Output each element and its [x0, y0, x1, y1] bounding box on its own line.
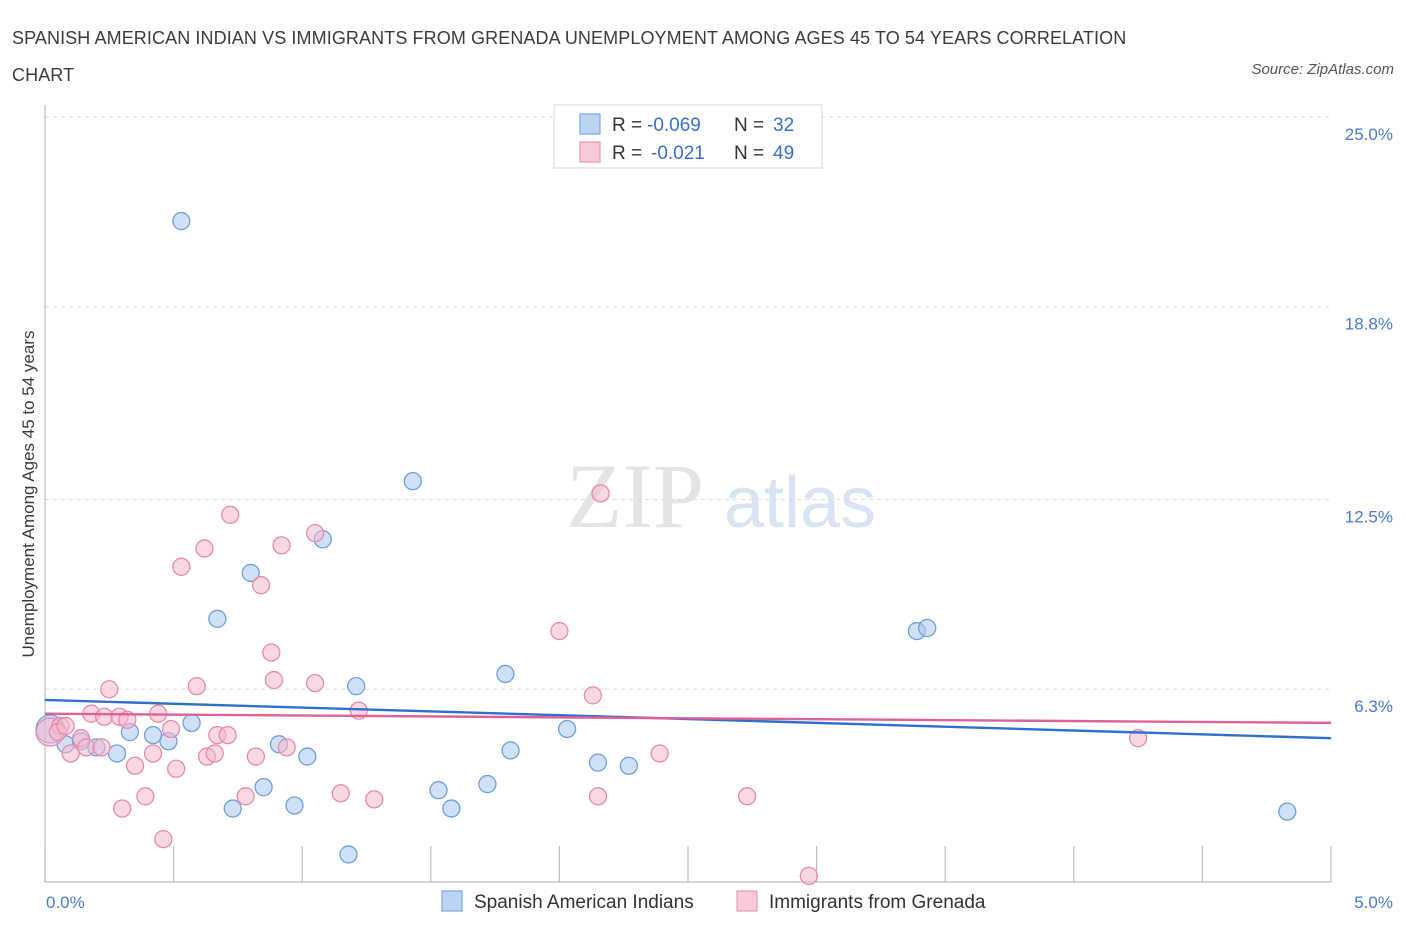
y-tick-label: 25.0% — [1345, 125, 1393, 144]
data-point — [588, 787, 608, 806]
data-point — [339, 845, 358, 864]
y-tick-label: 18.8% — [1345, 315, 1393, 334]
data-point — [221, 505, 240, 524]
data-point — [799, 866, 819, 886]
data-point — [264, 670, 284, 690]
watermark-atlas: atlas — [724, 463, 876, 543]
legend-r-label-2: R = — [612, 143, 642, 164]
data-point — [95, 707, 114, 726]
data-point — [136, 787, 155, 806]
data-point — [125, 756, 145, 775]
bottom-legend: Spanish American Indians Immigrants from… — [441, 890, 986, 913]
legend-n-label-1: N = — [734, 115, 764, 136]
gridlines — [45, 116, 1331, 690]
data-point — [182, 713, 201, 733]
data-point — [403, 471, 422, 491]
y-axis-label: Unemployment Among Ages 45 to 54 years — [19, 331, 38, 658]
data-point — [205, 744, 224, 763]
bottom-legend-swatch-pink — [736, 890, 758, 912]
data-point — [557, 719, 577, 739]
data-point — [236, 787, 255, 806]
data-point — [107, 744, 127, 763]
series-immigrants-from-grenada — [35, 484, 1148, 886]
top-legend: R = -0.069 N = 32 R = -0.021 N = 49 — [553, 104, 823, 169]
data-point — [262, 643, 281, 662]
data-point — [305, 524, 325, 543]
data-point — [272, 536, 291, 555]
y-tick-label: 6.3% — [1354, 697, 1393, 716]
data-point — [591, 484, 610, 503]
data-point — [154, 830, 173, 849]
data-point — [167, 759, 186, 778]
data-point — [208, 609, 227, 628]
data-point — [918, 618, 937, 638]
legend-n-value-2: 49 — [773, 143, 794, 164]
chart-source: Source: ZipAtlas.com — [1251, 61, 1394, 78]
data-point — [254, 777, 273, 797]
data-point — [113, 799, 132, 818]
data-point — [187, 677, 206, 696]
data-point — [172, 557, 191, 576]
legend-swatch-pink — [579, 141, 601, 163]
axes — [44, 105, 1332, 883]
data-point — [650, 744, 669, 763]
data-point — [619, 756, 638, 775]
data-point — [223, 799, 242, 818]
data-point — [277, 738, 296, 757]
chart-title: SPANISH AMERICAN INDIAN VS IMMIGRANTS FR… — [12, 28, 1127, 85]
data-point — [501, 741, 520, 760]
data-point — [738, 787, 757, 806]
data-point — [1128, 729, 1148, 748]
data-point — [143, 744, 163, 763]
legend-r-label-1: R = — [612, 115, 642, 136]
bottom-legend-label-pink: Immigrants from Grenada — [769, 892, 986, 913]
data-point — [100, 680, 119, 699]
data-point — [241, 563, 260, 583]
data-point — [285, 796, 304, 815]
data-point — [496, 664, 515, 684]
data-point — [61, 744, 80, 763]
data-point — [365, 790, 384, 809]
data-point — [92, 738, 111, 757]
data-point — [331, 784, 350, 803]
legend-n-label-2: N = — [734, 143, 764, 164]
data-point — [347, 677, 366, 696]
legend-n-value-1: 32 — [773, 115, 794, 136]
legend-swatch-blue — [579, 113, 601, 135]
data-point — [550, 621, 569, 641]
data-point — [442, 799, 461, 818]
data-point — [298, 747, 317, 766]
watermark-zip: ZIP — [566, 445, 704, 547]
data-point — [161, 719, 181, 739]
data-point — [246, 747, 266, 766]
data-point — [77, 738, 96, 757]
data-point — [56, 716, 75, 736]
data-point — [478, 774, 497, 794]
y-tick-label: 12.5% — [1345, 508, 1393, 527]
legend-r-value-1: -0.069 — [647, 115, 701, 136]
data-point — [305, 673, 325, 693]
tick-labels: 6.3% 12.5% 18.8% 25.0% 0.0% 5.0% — [46, 125, 1393, 912]
data-point — [588, 753, 608, 772]
bottom-legend-swatch-blue — [441, 890, 463, 912]
data-point — [218, 725, 237, 745]
bottom-legend-label-blue: Spanish American Indians — [474, 892, 694, 913]
data-point — [118, 710, 137, 729]
legend-r-value-2: -0.021 — [651, 143, 705, 164]
trend-line-pink — [44, 712, 1332, 725]
data-point — [172, 211, 191, 231]
data-point — [143, 725, 163, 745]
x-tick-label-left: 0.0% — [46, 893, 85, 912]
data-point — [583, 686, 602, 705]
data-point — [195, 539, 214, 558]
trend-lines — [44, 698, 1332, 740]
data-point — [1278, 802, 1297, 821]
x-tick-label-right: 5.0% — [1354, 893, 1393, 912]
data-point — [429, 781, 448, 800]
data-point — [251, 576, 271, 595]
